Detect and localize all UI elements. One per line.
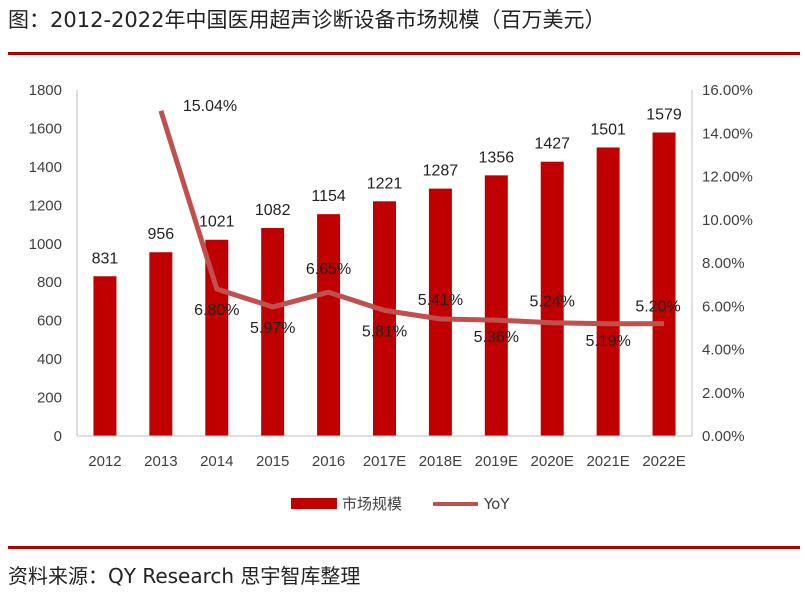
yoy-value-label: 5.97%: [250, 320, 295, 337]
x-tick-label: 2019E: [475, 453, 518, 470]
bar-2019E: [484, 175, 508, 436]
yoy-value-label: 5.36%: [474, 329, 519, 346]
x-tick-label: 2017E: [363, 453, 406, 470]
bar-value-label: 1501: [590, 121, 626, 138]
bar-2015: [261, 228, 285, 436]
legend-bar-label: 市场规模: [342, 495, 402, 513]
bar-value-label: 1356: [479, 149, 515, 166]
x-tick-label: 2013: [144, 453, 177, 470]
bar-2013: [149, 252, 173, 436]
legend-bar-swatch: [291, 498, 337, 509]
x-tick-label: 2014: [200, 453, 233, 470]
left-tick-label: 1400: [29, 159, 62, 176]
x-axis-ticks: 2012 2013 2014 2015 2016 2017E 2018E 2019E 2020E…: [88, 453, 685, 470]
x-tick-label: 2012: [88, 453, 121, 470]
bar-value-label: 831: [92, 250, 119, 267]
bar-value-label: 1221: [367, 175, 403, 192]
bar-2018E: [428, 188, 452, 436]
source-note: 资料来源：QY Research 思宇智库整理: [8, 564, 361, 588]
right-tick-label: 0.00%: [702, 428, 745, 445]
right-tick-label: 12.00%: [702, 169, 753, 186]
bar-series: [93, 132, 676, 437]
x-tick-label: 2016: [312, 453, 345, 470]
x-tick-label: 2022E: [642, 453, 685, 470]
yoy-data-labels: 15.04% 6.80% 5.97% 6.65% 5.81% 5.41% 5.36% 5.24…: [183, 98, 681, 350]
bar-value-label: 1021: [199, 214, 235, 231]
right-tick-label: 16.00%: [702, 82, 753, 99]
x-tick-label: 2015: [256, 453, 289, 470]
yoy-value-label: 15.04%: [183, 98, 237, 115]
right-tick-label: 14.00%: [702, 125, 753, 142]
left-tick-label: 1200: [29, 197, 62, 214]
right-tick-label: 10.00%: [702, 212, 753, 229]
yoy-value-label: 6.80%: [194, 302, 239, 319]
left-tick-label: 600: [37, 313, 62, 330]
yoy-value-label: 5.20%: [635, 299, 680, 316]
right-tick-label: 6.00%: [702, 298, 745, 315]
bar-2012: [93, 276, 117, 436]
left-tick-label: 1800: [29, 82, 62, 99]
left-axis-ticks: 0 200 400 600 800 1000 1200 1400 1600 1800: [29, 82, 62, 445]
x-tick-label: 2021E: [586, 453, 629, 470]
x-tick-label: 2020E: [531, 453, 574, 470]
left-tick-label: 800: [37, 274, 62, 291]
bar-value-label: 1154: [311, 188, 346, 205]
bottom-divider: [8, 546, 800, 549]
bar-value-label: 1082: [255, 202, 291, 219]
bar-2017E: [373, 201, 396, 436]
right-tick-label: 2.00%: [702, 385, 745, 402]
bar-value-label: 1579: [646, 106, 682, 123]
bar-2020E: [540, 161, 564, 436]
bar-2021E: [596, 147, 620, 437]
bar-2022E: [652, 132, 676, 436]
x-tick-label: 2018E: [419, 453, 462, 470]
left-tick-label: 0: [54, 428, 62, 445]
yoy-value-label: 5.81%: [362, 323, 407, 340]
left-tick-label: 1000: [29, 236, 62, 253]
yoy-value-label: 5.19%: [585, 333, 630, 350]
legend: 市场规模 YoY: [291, 495, 510, 513]
page-title: 图：2012-2022年中国医用超声诊断设备市场规模（百万美元）: [8, 8, 606, 32]
legend-line-label: YoY: [483, 495, 510, 513]
right-axis-ticks: 0.00% 2.00% 4.00% 6.00% 8.00% 10.00% 12.00% 14.…: [702, 82, 753, 445]
right-tick-label: 8.00%: [702, 255, 745, 272]
yoy-value-label: 5.41%: [418, 292, 463, 309]
yoy-value-label: 5.24%: [530, 294, 575, 311]
bar-2016: [317, 214, 341, 436]
bar-value-label: 1427: [534, 136, 570, 153]
top-divider: [8, 52, 800, 55]
yoy-value-label: 6.65%: [306, 261, 351, 278]
left-tick-label: 400: [37, 351, 62, 368]
left-tick-label: 200: [37, 390, 62, 407]
left-tick-label: 1600: [29, 120, 62, 137]
bar-value-label: 1287: [423, 163, 459, 180]
bar-value-label: 956: [148, 226, 175, 243]
right-tick-label: 4.00%: [702, 342, 745, 359]
yoy-line: [158, 110, 665, 327]
bar-data-labels: 831 956 1021 1082 1154 1221 1287 1356 1427 1501 15…: [92, 106, 682, 267]
